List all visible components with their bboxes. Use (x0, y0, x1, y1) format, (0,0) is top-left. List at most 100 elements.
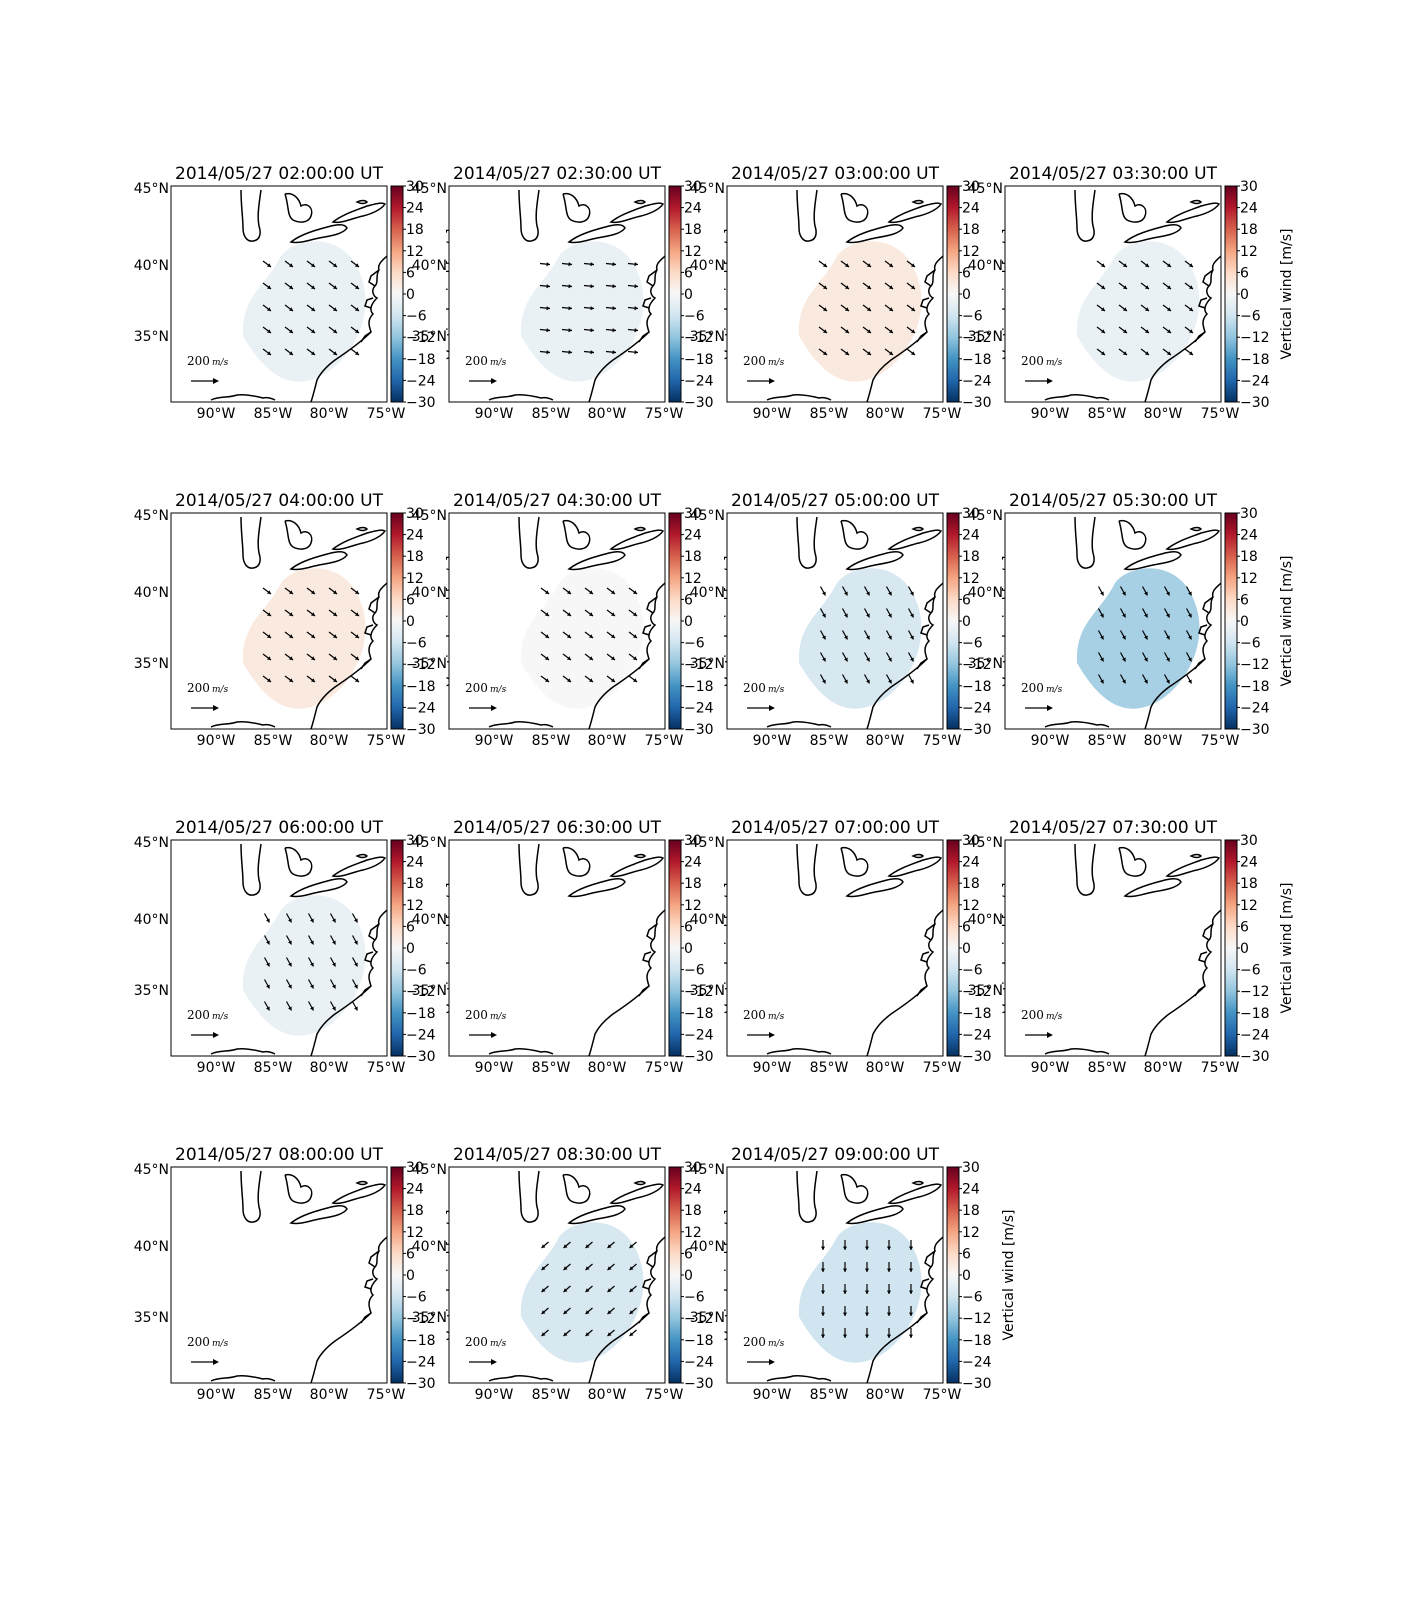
scale-arrow-head (213, 378, 219, 384)
coastline (310, 582, 387, 729)
coastline (488, 721, 554, 728)
coastlines (210, 1170, 387, 1383)
map-area: 200 m/s (449, 1167, 665, 1383)
wind-vector-head (1189, 263, 1193, 267)
colorbar-tick-label: 12 (1240, 571, 1258, 587)
lat-tick-label: 40°N (412, 912, 447, 928)
scale-arrow-head (213, 1359, 219, 1365)
coastline (355, 526, 369, 532)
colorbar-tick-label: −30 (406, 722, 436, 738)
lon-tick-label: 85°W (810, 733, 849, 749)
wind-vector-head (546, 350, 550, 355)
coastline (1144, 582, 1221, 729)
wind-vector-head (1145, 263, 1149, 267)
wind-vector-head (1189, 329, 1193, 333)
coastline (845, 550, 904, 571)
coastline (331, 202, 387, 224)
scale-unit: m/s (212, 1012, 229, 1022)
colorbar-label: Vertical wind [m/s] (1001, 1210, 1017, 1341)
coastlines (210, 189, 387, 402)
colorbar-tick-label: −18 (406, 352, 436, 368)
lon-tick-label: 80°W (866, 406, 905, 422)
wind-vector-head (820, 1246, 826, 1250)
wind-vector-head (355, 263, 359, 267)
lat-tick-label: 45°N (134, 508, 169, 524)
coastlines (1044, 843, 1221, 1056)
colorbar-label: Vertical wind [m/s] (1279, 883, 1295, 1014)
scale-unit: m/s (768, 1012, 785, 1022)
wind-vector-head (867, 263, 871, 267)
colorbar-tick-label: −30 (962, 395, 992, 411)
panel-title: 2014/05/27 04:00:00 UT (175, 491, 384, 511)
colorbar-tick-label: 0 (684, 614, 693, 630)
coastline (284, 192, 313, 223)
coastline (1194, 596, 1214, 670)
wind-vector-head (545, 612, 549, 616)
vertical-wind-field (1076, 568, 1200, 709)
wind-vector-head (311, 590, 315, 594)
wind-vector-head (866, 635, 870, 640)
wind-vector-head (633, 612, 637, 616)
lon-tick-label: 85°W (810, 406, 849, 422)
coastline (1044, 394, 1110, 401)
wind-vector-head (889, 329, 893, 333)
wind-vector-head (1123, 351, 1127, 355)
lon-tick-label: 80°W (310, 406, 349, 422)
colorbar-tick-label: 6 (406, 265, 415, 281)
coastline (633, 1180, 647, 1186)
wind-vector-head (1101, 263, 1105, 267)
colorbar-tick-label: −6 (684, 636, 705, 652)
lon-tick-label: 90°W (1031, 1060, 1070, 1076)
coastline (289, 550, 348, 571)
map-area: 200 m/s (1005, 186, 1221, 402)
wind-vector-head (288, 940, 292, 945)
colorbar-tick-label: 6 (962, 919, 971, 935)
lon-tick-label: 80°W (310, 733, 349, 749)
colorbar-tick-label: −30 (1240, 722, 1270, 738)
scale-unit: m/s (212, 358, 229, 368)
vertical-wind-field (798, 1222, 922, 1363)
panel-title: 2014/05/27 08:30:00 UT (453, 1145, 662, 1165)
coastline (845, 877, 904, 898)
wind-vector-head (355, 612, 359, 616)
colorbar-tick-label: −24 (1240, 700, 1270, 716)
colorbar-tick-label: 0 (684, 941, 693, 957)
wind-vector-head (607, 1310, 612, 1314)
wind-vector-head (888, 591, 892, 596)
panel-title: 2014/05/27 03:00:00 UT (731, 164, 940, 184)
wind-vector-head (1122, 679, 1126, 684)
colorbar-tick-label: 30 (684, 179, 702, 195)
wind-vector-head (563, 1288, 568, 1292)
colorbar-tick-label: −6 (406, 309, 427, 325)
colorbar (946, 1166, 960, 1384)
lon-tick-label: 80°W (310, 1387, 349, 1403)
coastline (840, 192, 869, 223)
wind-vector-head (823, 285, 827, 289)
wind-vector-head (1145, 307, 1149, 311)
wind-vector-head (889, 263, 893, 267)
coastlines (210, 516, 387, 729)
wind-vector-head (886, 1268, 892, 1272)
wind-vector-head (333, 307, 337, 311)
lat-tick-label: 40°N (690, 1239, 725, 1255)
coastline (1189, 526, 1203, 532)
lon-tick-label: 90°W (475, 406, 514, 422)
wind-vector-head (1188, 613, 1192, 618)
vertical-wind-field (242, 241, 366, 382)
scale-unit: m/s (1046, 1012, 1063, 1022)
wind-vector-head (590, 306, 594, 311)
wind-vector-head (267, 329, 271, 333)
wind-vector-head (1122, 635, 1126, 640)
colorbar-tick-label: 24 (406, 528, 424, 544)
wind-vector-head (842, 1290, 848, 1294)
wind-vector-head (845, 329, 849, 333)
coastline (360, 923, 380, 997)
colorbar-tick-label: 24 (962, 528, 980, 544)
wind-vector-head (590, 284, 594, 289)
colorbar-tick-label: −6 (1240, 636, 1261, 652)
lon-tick-label: 90°W (197, 1060, 236, 1076)
wind-vector-head (822, 679, 826, 684)
coastlines (1044, 189, 1221, 402)
colorbar-tick-label: −18 (962, 1006, 992, 1022)
